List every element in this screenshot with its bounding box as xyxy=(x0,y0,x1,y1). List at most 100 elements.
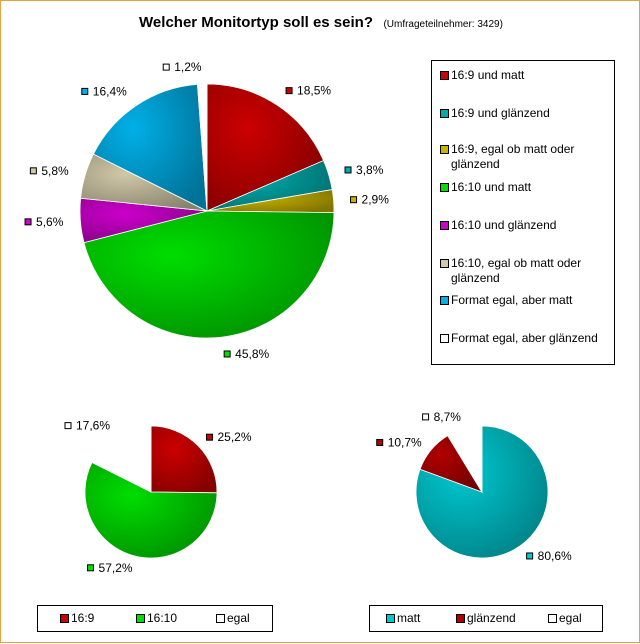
data-label: 17,6% xyxy=(64,419,110,433)
main-legend: 16:9 und matt 16:9 und glänzend 16:9, eg… xyxy=(431,60,615,365)
pie-slice xyxy=(197,83,208,212)
data-label: 2,9% xyxy=(350,193,390,207)
data-label-text: 18,5% xyxy=(297,84,331,98)
data-label-swatch xyxy=(526,552,534,560)
legend-label: egal xyxy=(559,611,582,625)
legend-label: glänzend xyxy=(467,611,516,625)
legend-swatch xyxy=(386,614,395,623)
legend-item: 16:9 xyxy=(60,611,94,625)
legend-item: 16:9 und glänzend xyxy=(440,106,616,121)
legend-item: 16:9 und matt xyxy=(440,68,616,83)
data-label-swatch xyxy=(285,87,293,95)
legend-item: matt xyxy=(386,611,420,625)
legend-swatch xyxy=(440,221,449,230)
legend-label: matt xyxy=(397,611,421,625)
data-label-text: 16,4% xyxy=(93,84,127,98)
data-label: 3,8% xyxy=(344,163,384,177)
pie-slice xyxy=(206,83,325,212)
legend-swatch xyxy=(440,259,449,268)
data-label-text: 3,8% xyxy=(356,163,384,177)
data-label-swatch xyxy=(64,422,72,430)
legend-label: 16:9, egal ob matt oder glänzend xyxy=(451,142,575,171)
legend-label: 16:10 und matt xyxy=(451,180,532,194)
legend-swatch xyxy=(440,109,449,118)
legend-item: glänzend xyxy=(456,611,516,625)
legend-item: 16:10 und matt xyxy=(440,180,616,195)
legend-swatch xyxy=(216,614,225,623)
legend-swatch xyxy=(440,334,449,343)
legend-item: 16:9, egal ob matt oder glänzend xyxy=(440,142,616,172)
legend-swatch xyxy=(60,614,69,623)
legend-label: 16:9 xyxy=(71,611,95,625)
data-label: 8,7% xyxy=(422,410,462,424)
data-label-swatch xyxy=(376,438,384,446)
legend-label: 16:9 und glänzend xyxy=(451,106,550,120)
data-label-text: 25,2% xyxy=(217,430,251,444)
data-label: 80,6% xyxy=(526,549,572,563)
data-label-swatch xyxy=(24,218,32,226)
legend-label: 16:10 und glänzend xyxy=(451,218,557,232)
legend-swatch xyxy=(440,296,449,305)
data-label-text: 45,8% xyxy=(235,347,269,361)
pie-slice xyxy=(150,425,218,494)
data-label-swatch xyxy=(162,63,170,71)
data-label-text: 5,6% xyxy=(36,215,64,229)
data-label-text: 1,2% xyxy=(174,60,202,74)
data-label-swatch xyxy=(422,413,430,421)
data-label: 5,6% xyxy=(24,215,64,229)
data-label-swatch xyxy=(350,196,358,204)
data-label: 57,2% xyxy=(87,561,133,575)
data-label: 1,2% xyxy=(162,60,202,74)
legend-label: egal xyxy=(227,611,250,625)
legend-swatch xyxy=(548,614,557,623)
legend-swatch xyxy=(440,183,449,192)
surface-legend: matt glänzend egal xyxy=(369,605,603,632)
data-label-text: 5,8% xyxy=(41,164,69,178)
data-label-swatch xyxy=(29,167,37,175)
data-label: 5,8% xyxy=(29,164,69,178)
legend-item: Format egal, aber matt xyxy=(440,293,616,308)
data-label-text: 8,7% xyxy=(434,410,462,424)
data-label: 16,4% xyxy=(81,84,127,98)
legend-swatch xyxy=(440,71,449,80)
legend-item: 16:10, egal ob matt oder glänzend xyxy=(440,256,616,286)
data-label-swatch xyxy=(87,564,95,572)
legend-swatch xyxy=(440,145,449,154)
data-label: 10,7% xyxy=(376,435,422,449)
legend-item: 16:10 und glänzend xyxy=(440,218,616,233)
data-label-text: 17,6% xyxy=(76,419,110,433)
legend-label: 16:9 und matt xyxy=(451,68,525,82)
data-label-text: 80,6% xyxy=(538,549,572,563)
chart-subtitle: (Umfrageteilnehmer: 3429) xyxy=(383,19,503,30)
legend-item: 16:10 xyxy=(136,611,177,625)
data-label: 25,2% xyxy=(205,430,252,444)
legend-swatch xyxy=(136,614,145,623)
data-label-swatch xyxy=(81,87,89,95)
legend-label: Format egal, aber glänzend xyxy=(451,331,598,345)
legend-item: egal xyxy=(216,611,250,625)
pie-slice xyxy=(83,210,335,339)
legend-item: Format egal, aber glänzend xyxy=(440,331,616,346)
aspect-ratio-legend: 16:9 16:10 egal xyxy=(37,605,273,632)
pie-slice xyxy=(92,83,208,212)
data-label-swatch xyxy=(344,166,352,174)
data-label-text: 57,2% xyxy=(99,561,133,575)
data-label-swatch xyxy=(205,433,213,441)
legend-item: egal xyxy=(548,611,582,625)
pie-slice xyxy=(84,461,218,559)
chart-title: Welcher Monitortyp soll es sein? xyxy=(139,14,373,31)
chart-title-row: Welcher Monitortyp soll es sein? (Umfrag… xyxy=(1,14,640,32)
legend-label: Format egal, aber matt xyxy=(451,293,573,307)
data-label: 18,5% xyxy=(285,84,331,98)
data-label-swatch xyxy=(223,350,231,358)
data-label-text: 2,9% xyxy=(362,193,390,207)
pie-slice xyxy=(91,425,152,493)
data-label-text: 10,7% xyxy=(388,435,422,449)
data-label: 45,8% xyxy=(223,347,270,361)
pie-slice xyxy=(447,425,483,494)
legend-label: 16:10 xyxy=(147,611,178,625)
